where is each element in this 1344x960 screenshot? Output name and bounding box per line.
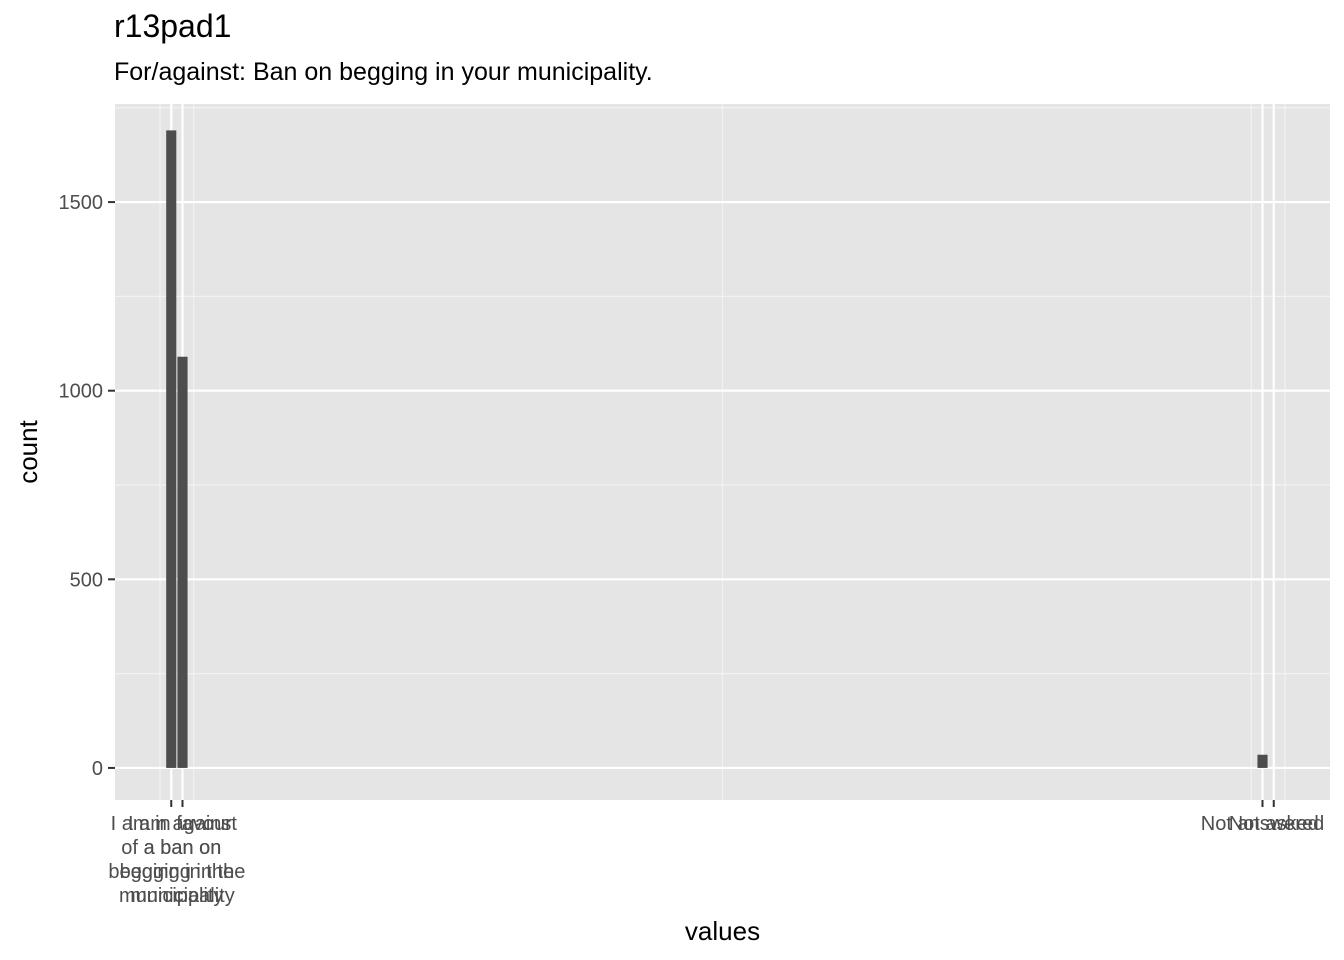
x-tick-label-line: begging in the <box>108 861 234 883</box>
grid-minor <box>115 104 1330 800</box>
y-tick-label: 1500 <box>59 192 104 214</box>
y-axis-title: count <box>13 419 43 483</box>
bar <box>177 356 188 768</box>
x-tick-label: I am in favour of a ban on begging in the m… <box>108 813 234 907</box>
x-tick-label-line: I am in favour <box>111 813 233 835</box>
y-tick-label: 0 <box>92 758 103 780</box>
y-axis: 0 500 1000 1500 <box>59 192 115 780</box>
x-tick-label-line: municipality <box>119 885 223 907</box>
x-tick-label: Not asked <box>1229 813 1319 835</box>
x-axis-title: values <box>685 916 760 946</box>
x-tick-label-line: begging in the <box>120 861 246 883</box>
y-tick-label: 1000 <box>59 381 104 403</box>
bar <box>166 130 177 768</box>
x-tick-label-line: I am against <box>128 813 237 835</box>
x-tick-label: Not answered <box>1201 813 1324 835</box>
bar <box>1257 754 1268 768</box>
x-tick-label-line: Not answered <box>1201 813 1324 835</box>
x-tick-label-line: of a ban on <box>121 837 221 859</box>
chart-subtitle: For/against: Ban on begging in your muni… <box>114 58 653 86</box>
chart-title: r13pad1 <box>114 8 232 44</box>
bars <box>166 130 1268 768</box>
y-tick-label: 500 <box>70 569 103 591</box>
x-axis: I am in favour of a ban on begging in the m… <box>108 800 1324 907</box>
x-tick-label-line: a ban on <box>144 837 222 859</box>
x-tick-label-line: municipality <box>130 885 234 907</box>
x-tick-label-line: Not asked <box>1229 813 1319 835</box>
x-tick-label: I am against a ban on begging in the munici… <box>120 813 246 907</box>
